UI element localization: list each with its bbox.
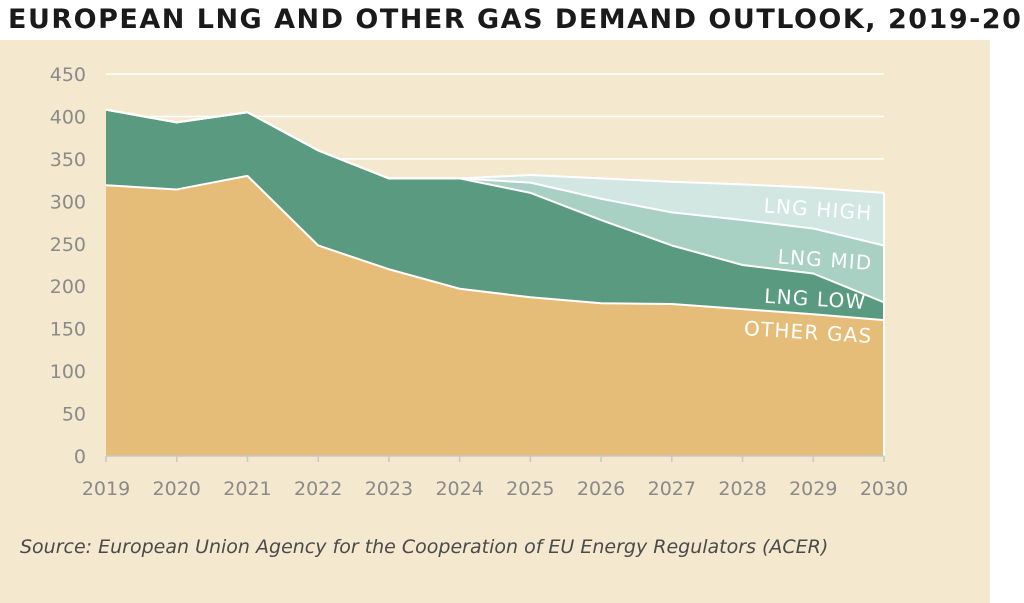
- x-tick-label-2022: 2022: [294, 478, 342, 500]
- y-tick-label-250: 250: [50, 234, 86, 256]
- y-tick-label-0: 0: [74, 446, 86, 468]
- x-tick-label-2019: 2019: [82, 478, 130, 500]
- y-tick-label-100: 100: [50, 361, 86, 383]
- y-tick-label-400: 400: [50, 106, 86, 128]
- other-gas-area: [106, 175, 884, 456]
- x-tick-label-2029: 2029: [789, 478, 837, 500]
- x-tick-label-2020: 2020: [153, 478, 201, 500]
- y-tick-label-350: 350: [50, 149, 86, 171]
- area-series: [105, 108, 885, 456]
- lng-high-line: [105, 108, 885, 194]
- y-tick-label-300: 300: [50, 191, 86, 213]
- x-tick-label-2028: 2028: [718, 478, 766, 500]
- x-tick-label-2027: 2027: [648, 478, 696, 500]
- y-tick-label-50: 50: [62, 404, 86, 426]
- axes: 0 50 100 150 200 250 300 350 400 450 2019 2020 2021 2…: [50, 64, 908, 500]
- other-gas-line: [105, 174, 885, 322]
- x-tick-label-2030: 2030: [860, 478, 908, 500]
- x-tick-label-2025: 2025: [506, 478, 554, 500]
- x-tick-label-2023: 2023: [365, 478, 413, 500]
- x-tick-label-2024: 2024: [435, 478, 483, 500]
- chart-title: EUROPEAN LNG AND OTHER GAS DEMAND OUTLOO…: [8, 4, 1024, 35]
- lng-low-area: [106, 109, 884, 321]
- source-note: Source: European Union Agency for the Co…: [20, 536, 829, 558]
- x-tick-label-2021: 2021: [223, 478, 271, 500]
- x-tick-label-2026: 2026: [577, 478, 625, 500]
- y-tick-label-150: 150: [50, 319, 86, 341]
- y-tick-label-200: 200: [50, 276, 86, 298]
- y-tick-label-450: 450: [50, 64, 86, 86]
